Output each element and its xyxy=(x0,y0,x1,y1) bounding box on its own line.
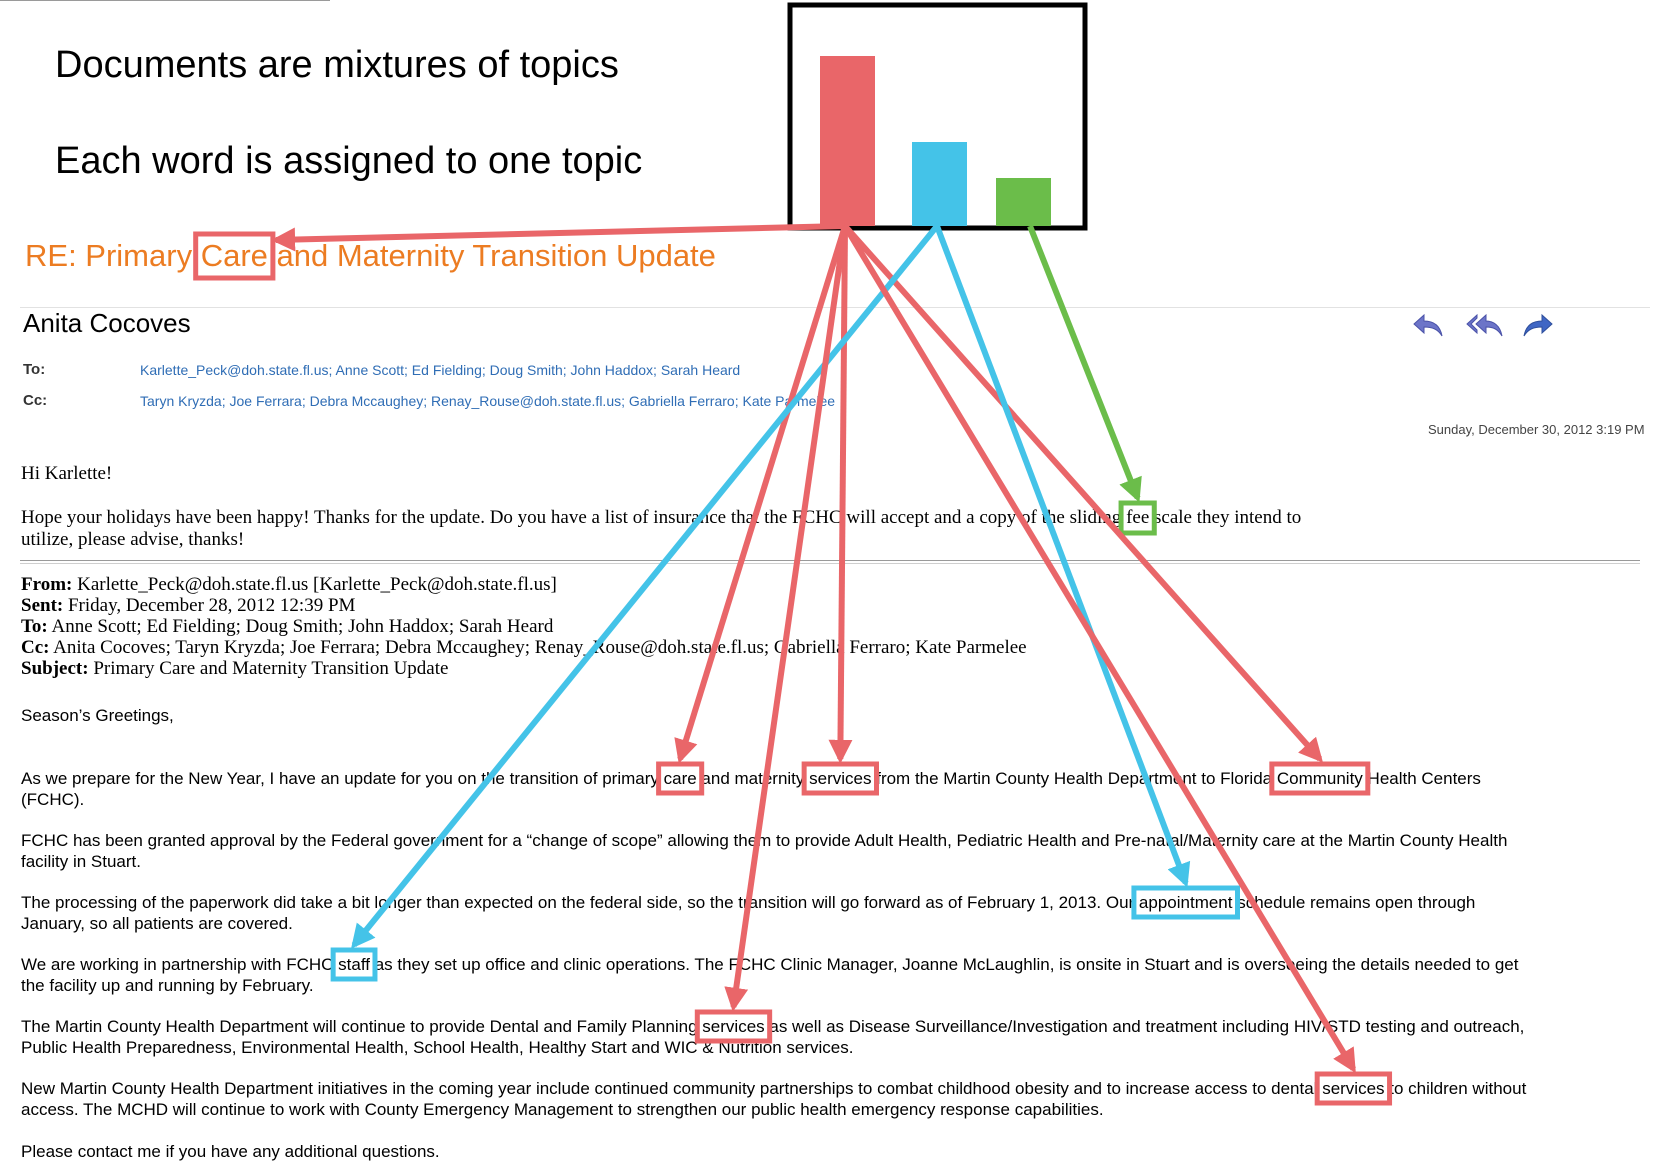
heading-assignment: Each word is assigned to one topic xyxy=(55,140,643,182)
highlight-services-1: services xyxy=(809,769,872,788)
to-recipients[interactable]: Karlette_Peck@doh.state.fl.us; Anne Scot… xyxy=(140,362,741,378)
reply-line-2: utilize, please advise, thanks! xyxy=(21,529,245,550)
cc-line: Cc: Anita Cocoves; Taryn Kryzda; Joe Fer… xyxy=(21,637,1027,658)
greeting: Hi Karlette! xyxy=(21,463,113,484)
cc-label: Cc: xyxy=(23,392,48,409)
highlight-services-2: services xyxy=(702,1017,765,1036)
subject-divider xyxy=(20,307,1650,308)
highlight-appointment: appointment xyxy=(1138,893,1233,912)
email-subject: RE: Primary Care and Maternity Transitio… xyxy=(25,238,716,273)
reply-divider xyxy=(20,560,1640,564)
highlight-care-title: Care xyxy=(200,238,268,273)
topic-bar-green xyxy=(996,178,1051,226)
seasons-greeting: Season’s Greetings, xyxy=(21,706,174,725)
paragraph-5: The Martin County Health Department will… xyxy=(21,1017,1525,1057)
paragraph-3: The processing of the paperwork did take… xyxy=(21,893,1476,933)
reply-icon[interactable] xyxy=(1412,312,1446,340)
from-line: From: Karlette_Peck@doh.state.fl.us [Kar… xyxy=(21,574,557,595)
reply-all-icon[interactable] xyxy=(1466,312,1506,340)
highlight-community: Community xyxy=(1276,769,1363,788)
highlight-care: care xyxy=(663,769,697,788)
to-line: To: Anne Scott; Ed Fielding; Doug Smith;… xyxy=(21,616,554,637)
forward-icon[interactable] xyxy=(1520,312,1554,340)
to-label: To: xyxy=(23,361,46,378)
paragraph-4: We are working in partnership with FCHC … xyxy=(21,955,1519,995)
highlight-fee: fee xyxy=(1126,507,1150,528)
topic-bar-red xyxy=(820,56,875,226)
reply-line-1: Hope your holidays have been happy! Than… xyxy=(21,507,1302,528)
closing-line: Please contact me if you have any additi… xyxy=(21,1142,440,1161)
subject-line: Subject: Primary Care and Maternity Tran… xyxy=(21,658,449,679)
email-date: Sunday, December 30, 2012 3:19 PM xyxy=(1428,422,1645,437)
paragraph-1: As we prepare for the New Year, I have a… xyxy=(21,769,1481,809)
top-rule xyxy=(0,0,330,1)
sent-line: Sent: Friday, December 28, 2012 12:39 PM xyxy=(21,595,356,616)
sender-name: Anita Cocoves xyxy=(23,308,191,338)
topic-bar-blue xyxy=(912,142,967,226)
heading-mixtures: Documents are mixtures of topics xyxy=(55,44,619,86)
paragraph-2: FCHC has been granted approval by the Fe… xyxy=(21,831,1508,871)
highlight-staff: staff xyxy=(338,955,370,974)
paragraph-6: New Martin County Health Department init… xyxy=(21,1079,1527,1119)
highlight-services-3: services xyxy=(1322,1079,1385,1098)
cc-recipients[interactable]: Taryn Kryzda; Joe Ferrara; Debra Mccaugh… xyxy=(140,393,836,409)
